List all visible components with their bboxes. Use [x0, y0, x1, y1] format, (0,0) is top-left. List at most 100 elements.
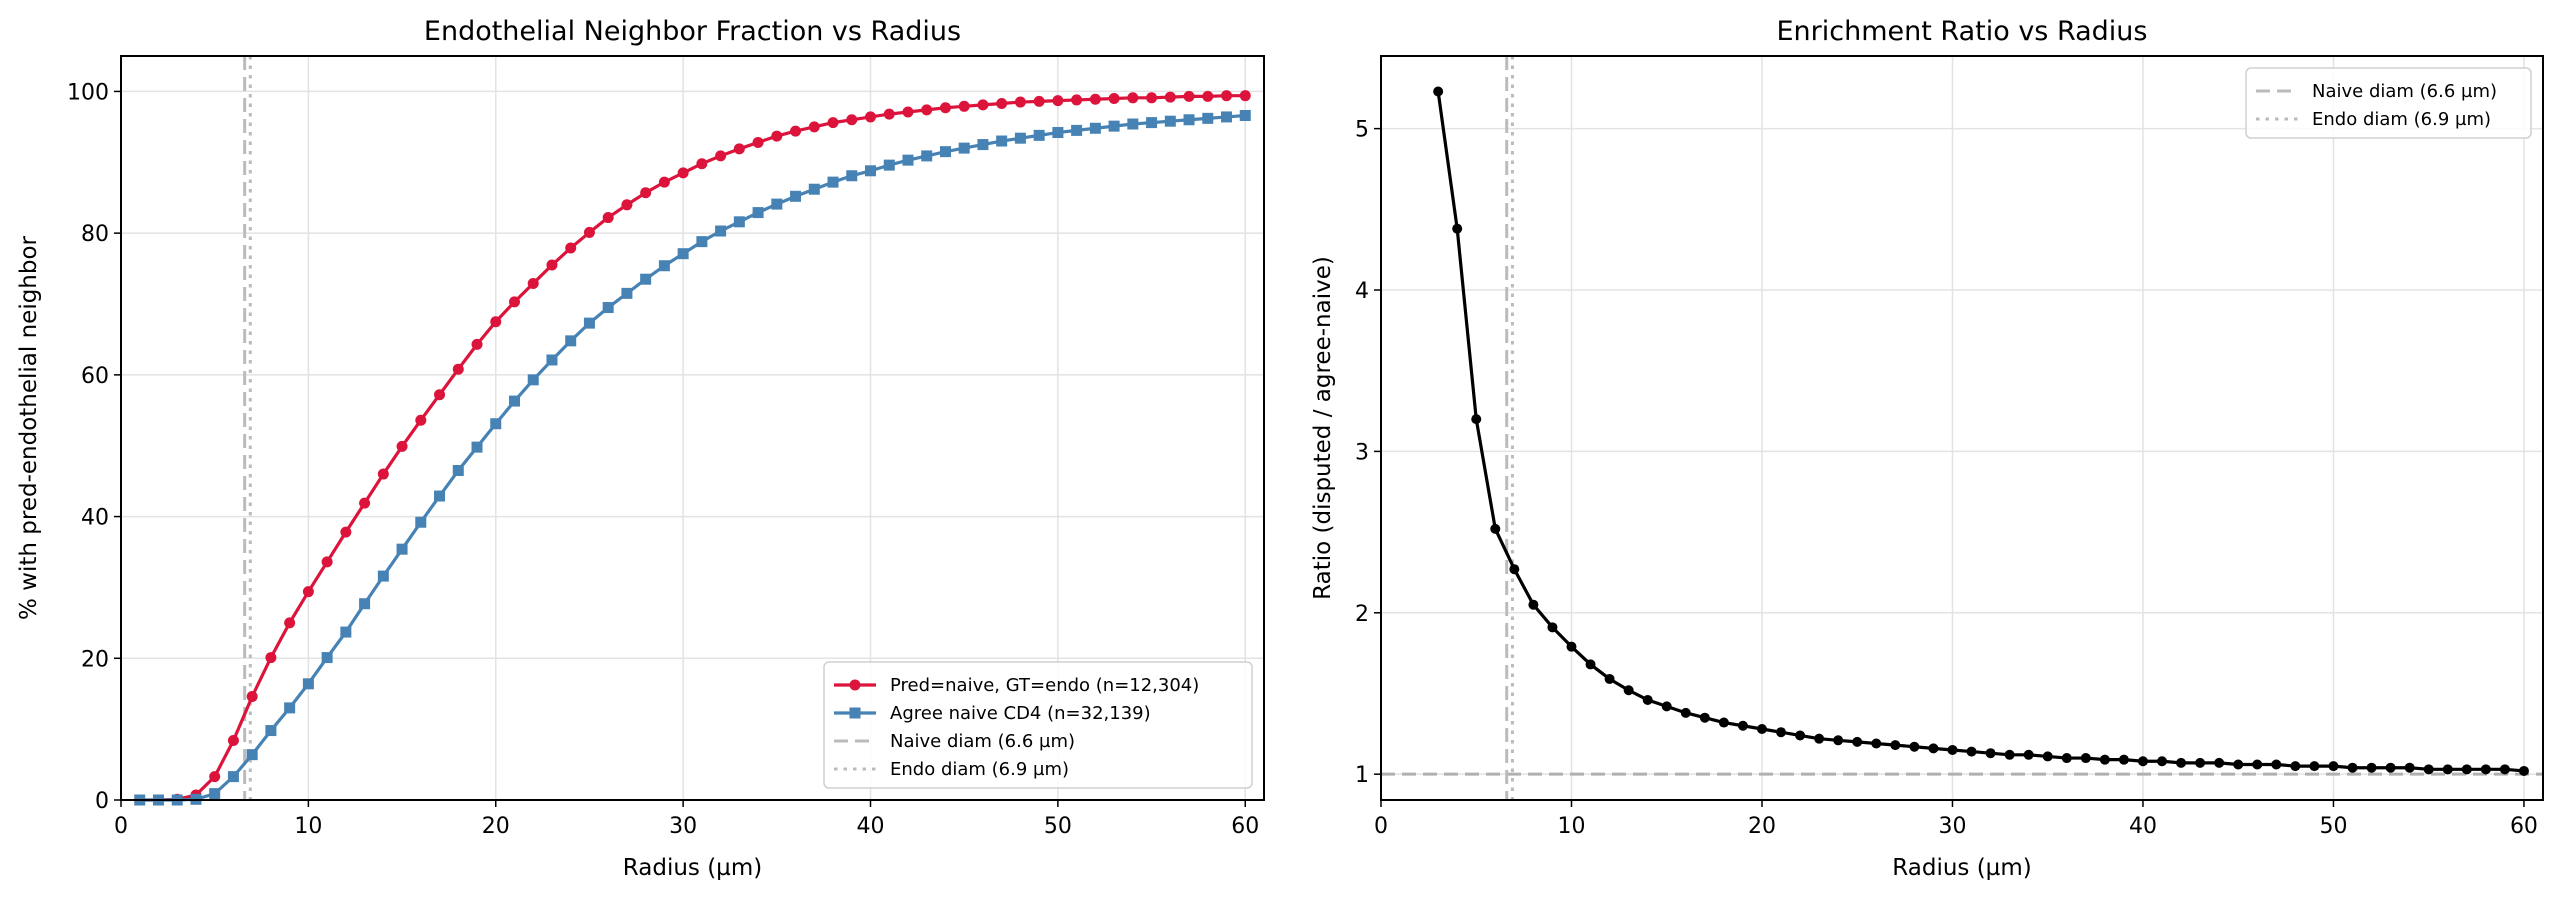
- right-point-series-0: [1566, 641, 1577, 652]
- left-point-series-1: [265, 725, 277, 737]
- left-x-axis-label: Radius (µm): [623, 855, 762, 881]
- right-legend: Naive diam (6.6 µm) Endo diam (6.9 µm): [2245, 67, 2532, 139]
- right-point-series-0: [2518, 765, 2529, 776]
- right-x-axis-label: Radius (µm): [1892, 855, 2031, 881]
- left-point-series-0: [265, 652, 277, 664]
- right-legend-item: Naive diam (6.6 µm): [2256, 81, 2497, 102]
- right-axes-frame: [1380, 55, 2544, 801]
- left-point-series-0: [790, 125, 802, 137]
- left-point-series-1: [471, 441, 483, 453]
- right-point-series-0: [2499, 764, 2510, 775]
- right-x-tick-label: 30: [1938, 814, 1966, 839]
- right-point-series-0: [2176, 757, 2187, 768]
- left-point-series-0: [921, 104, 933, 116]
- right-point-series-0: [1433, 86, 1444, 97]
- left-legend-label: Agree naive CD4 (n=32,139): [890, 703, 1151, 724]
- right-legend-box: [2245, 67, 2532, 139]
- left-point-series-0: [1127, 92, 1139, 104]
- left-point-series-1: [846, 170, 858, 182]
- right-point-series-0: [2137, 756, 2148, 767]
- left-point-series-1: [621, 287, 633, 299]
- right-point-series-0: [1661, 701, 1672, 712]
- left-point-series-0: [1089, 93, 1101, 105]
- left-point-series-0: [640, 187, 652, 199]
- right-x-tick-label: 50: [2319, 814, 2347, 839]
- left-point-series-0: [827, 117, 839, 129]
- left-point-series-0: [1108, 93, 1120, 105]
- left-point-series-0: [602, 212, 614, 224]
- left-point-series-1: [1127, 118, 1139, 130]
- left-x-tick-label: 30: [669, 814, 697, 839]
- left-point-series-0: [1202, 90, 1214, 102]
- right-point-series-0: [1452, 223, 1463, 234]
- right-point-series-0: [2004, 749, 2015, 760]
- left-point-series-1: [939, 146, 951, 158]
- left-x-tick-label: 0: [114, 814, 128, 839]
- left-point-series-0: [321, 556, 333, 568]
- left-point-series-1: [771, 198, 783, 210]
- right-series-group: [1433, 86, 2529, 776]
- right-point-series-0: [2347, 762, 2358, 773]
- left-point-series-1: [583, 317, 595, 329]
- left-point-series-0: [396, 440, 408, 452]
- left-point-series-0: [677, 167, 689, 179]
- left-point-series-0: [883, 108, 895, 120]
- right-gridlines: [1380, 56, 2543, 800]
- left-point-series-1: [977, 139, 989, 151]
- right-y-tick-label: 4: [1355, 279, 1369, 304]
- right-point-series-0: [1642, 694, 1653, 705]
- left-x-tick-label: 50: [1044, 814, 1072, 839]
- left-point-series-0: [996, 97, 1008, 109]
- left-point-series-1: [996, 135, 1008, 147]
- left-point-series-0: [865, 111, 877, 123]
- left-point-series-1: [808, 183, 820, 195]
- left-point-series-0: [1052, 95, 1064, 107]
- left-point-series-0: [1239, 90, 1251, 102]
- left-point-series-1: [434, 490, 446, 502]
- right-point-series-0: [1776, 727, 1787, 738]
- left-point-series-0: [846, 114, 858, 126]
- right-point-series-0: [1604, 673, 1615, 684]
- left-point-series-1: [921, 150, 933, 162]
- right-x-tick-label: 10: [1557, 814, 1585, 839]
- right-point-series-0: [1814, 733, 1825, 744]
- left-point-series-1: [677, 248, 689, 260]
- right-point-series-0: [2233, 759, 2244, 770]
- left-point-series-0: [209, 771, 221, 783]
- left-point-series-0: [658, 176, 670, 188]
- right-x-tick-label: 40: [2129, 814, 2157, 839]
- right-point-series-0: [2214, 757, 2225, 768]
- left-point-series-1: [1014, 132, 1026, 144]
- left-point-series-1: [340, 626, 352, 638]
- left-point-series-1: [359, 598, 371, 610]
- left-point-series-1: [752, 207, 764, 219]
- left-point-series-1: [883, 159, 895, 171]
- left-point-series-1: [565, 335, 577, 347]
- left-point-series-1: [902, 154, 914, 166]
- right-chart-title: Enrichment Ratio vs Radius: [1777, 16, 2148, 47]
- left-point-series-0: [902, 106, 914, 118]
- right-x-tick-label: 0: [1374, 814, 1388, 839]
- left-x-tick-label: 60: [1231, 814, 1259, 839]
- left-chart-panel: 0 10 20 30 40 50 60 0 20 40 60 80 100 Endothelial Ne…: [16, 16, 1265, 881]
- left-point-series-1: [1146, 117, 1158, 129]
- left-ticks: 0 10 20 30 40 50 60 0 20 40 60 80 100: [67, 80, 1259, 839]
- right-point-series-0: [1528, 599, 1539, 610]
- circle-marker-icon: [849, 679, 861, 691]
- right-point-series-0: [1699, 712, 1710, 723]
- right-point-series-0: [2404, 762, 2415, 773]
- right-point-series-0: [2385, 762, 2396, 773]
- right-legend-item: Endo diam (6.9 µm): [2256, 109, 2491, 130]
- right-point-series-0: [2309, 761, 2320, 772]
- left-legend: Pred=naive, GT=endo (n=12,304) Agree naiv…: [823, 661, 1253, 789]
- left-chart-title: Endothelial Neighbor Fraction vs Radius: [424, 16, 961, 47]
- left-point-series-1: [658, 260, 670, 272]
- left-point-series-1: [1108, 120, 1120, 132]
- left-axes-frame: [120, 55, 1265, 801]
- left-legend-label: Naive diam (6.6 µm): [890, 731, 1075, 752]
- left-y-tick-label: 100: [67, 80, 109, 105]
- left-point-series-0: [733, 143, 745, 155]
- left-point-series-0: [1146, 92, 1158, 104]
- left-point-series-0: [1071, 94, 1083, 106]
- left-point-series-1: [1221, 111, 1233, 123]
